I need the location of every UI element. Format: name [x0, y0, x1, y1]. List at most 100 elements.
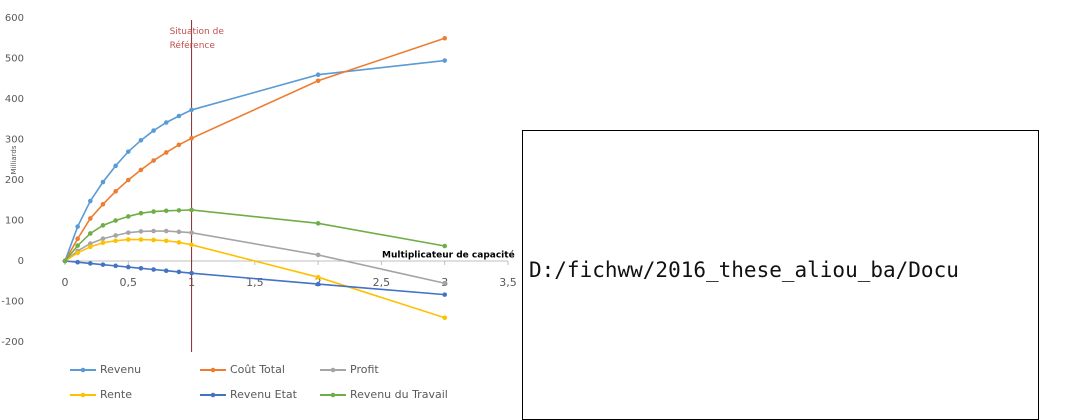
- data-point: [88, 216, 93, 221]
- y-tick-label: 0: [18, 256, 24, 267]
- data-point: [315, 274, 321, 280]
- data-point: [189, 107, 194, 113]
- data-point: [163, 268, 169, 274]
- data-point: [138, 138, 144, 143]
- legend-label: Profit: [350, 363, 379, 376]
- data-point: [176, 142, 182, 148]
- data-point: [138, 237, 144, 242]
- data-point: [151, 267, 156, 272]
- data-point: [163, 228, 169, 234]
- legend-label: Rente: [100, 388, 132, 401]
- x-axis-label: Multiplicateur de capacité: [382, 250, 515, 261]
- x-tick-label: 3,5: [499, 276, 517, 289]
- legend-marker: [80, 367, 86, 373]
- legend-marker: [210, 367, 216, 373]
- y-tick-label: 200: [5, 175, 24, 186]
- data-point: [151, 237, 156, 243]
- data-point: [125, 264, 131, 270]
- legend-label: Revenu: [100, 363, 141, 376]
- x-tick-label: 2,5: [373, 276, 391, 289]
- data-point: [88, 244, 93, 250]
- data-point: [151, 128, 156, 133]
- data-point: [315, 72, 321, 77]
- data-point: [75, 224, 80, 229]
- data-point: [442, 58, 448, 63]
- legend-label: Revenu du Travail: [350, 388, 448, 401]
- page: {"chart_data": {"type": "line", "ylabel"…: [1, 13, 1039, 420]
- data-point: [315, 221, 321, 226]
- data-point: [88, 198, 93, 204]
- data-point: [138, 229, 144, 234]
- y-tick-label: 100: [5, 216, 24, 227]
- data-point: [138, 210, 144, 216]
- data-point: [163, 208, 169, 214]
- data-point: [442, 280, 448, 286]
- annotation: Situation de Référence: [170, 27, 225, 51]
- data-point: [113, 163, 118, 169]
- data-point: [315, 252, 321, 258]
- data-point: [189, 207, 194, 213]
- y-tick-label: 500: [5, 54, 24, 65]
- y-tick-label: -100: [1, 297, 24, 308]
- data-point: [113, 189, 118, 194]
- data-point: [138, 265, 144, 271]
- data-point: [176, 208, 182, 213]
- data-point: [125, 230, 131, 235]
- data-point: [100, 202, 106, 207]
- y-tick-label: 400: [5, 94, 24, 105]
- y-tick-label: 300: [5, 135, 24, 146]
- data-point: [88, 261, 93, 266]
- data-point: [125, 149, 131, 154]
- data-point: [100, 240, 106, 246]
- series-line: [64, 59, 445, 262]
- data-point: [315, 281, 321, 287]
- y-tick-label: 600: [5, 13, 24, 24]
- file-path: D:/fichww/2016_these_aliou_ba/Docu: [529, 258, 959, 282]
- data-point: [88, 241, 93, 246]
- data-point: [442, 292, 448, 297]
- data-point: [442, 35, 448, 41]
- data-point: [113, 263, 118, 269]
- data-point: [163, 150, 169, 155]
- data-point: [189, 230, 194, 235]
- data-point: [75, 243, 80, 248]
- data-point: [113, 233, 118, 238]
- data-point: [151, 158, 156, 163]
- x-tick-label: 0,5: [120, 276, 138, 289]
- data-point: [151, 209, 156, 214]
- data-point: [151, 228, 156, 234]
- data-point: [163, 238, 169, 244]
- legend-label: Coût Total: [230, 363, 285, 376]
- data-point: [315, 78, 321, 84]
- data-point: [100, 262, 106, 267]
- chart: Milliards -200 -100 0 100 200 300 400 500 600 0 0,…: [1, 13, 517, 401]
- data-point: [100, 236, 106, 242]
- data-point: [442, 243, 448, 249]
- data-point: [189, 242, 194, 248]
- legend-marker: [210, 392, 216, 398]
- data-point: [176, 269, 182, 275]
- data-point: [75, 250, 80, 256]
- legend-marker: [80, 392, 86, 398]
- data-point: [100, 223, 106, 228]
- legend-marker: [330, 392, 336, 398]
- y-axis-label: Milliards: [10, 145, 18, 174]
- data-point: [163, 120, 169, 125]
- data-point: [125, 214, 131, 219]
- data-point: [100, 179, 106, 185]
- data-point: [176, 229, 182, 235]
- document-frame: D:/fichww/2016_these_aliou_ba/Docu: [522, 130, 1039, 420]
- data-point: [442, 315, 448, 321]
- data-point: [62, 258, 68, 264]
- data-point: [176, 113, 182, 119]
- data-point: [138, 167, 144, 173]
- legend-label: Revenu Etat: [230, 388, 298, 401]
- data-point: [189, 270, 194, 276]
- data-point: [113, 238, 118, 244]
- data-point: [75, 236, 80, 242]
- data-point: [125, 177, 131, 183]
- data-point: [75, 259, 80, 265]
- series-line: [64, 37, 445, 262]
- data-point: [113, 218, 118, 223]
- data-point: [125, 237, 131, 242]
